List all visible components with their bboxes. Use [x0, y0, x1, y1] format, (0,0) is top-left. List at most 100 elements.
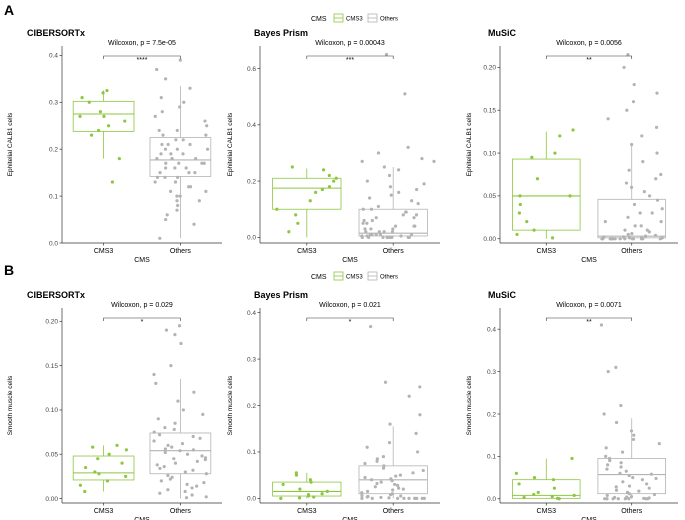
data-point: [369, 227, 373, 231]
data-point: [178, 58, 182, 62]
data-point: [166, 473, 170, 478]
y-tick-label: 0.15: [45, 363, 58, 370]
data-point: [195, 459, 199, 463]
data-point: [368, 196, 372, 200]
data-point: [203, 119, 207, 123]
data-point: [155, 463, 159, 467]
data-point: [177, 161, 181, 165]
data-point: [391, 488, 395, 492]
data-point: [399, 234, 403, 238]
data-point: [296, 221, 300, 225]
data-point: [631, 475, 635, 480]
y-axis-label: Smooth muscle cells: [466, 375, 473, 435]
data-point: [387, 441, 392, 445]
y-axis-label: Smooth muscle cells: [7, 375, 14, 435]
data-point: [123, 119, 127, 123]
data-point: [532, 228, 536, 232]
data-point: [158, 171, 162, 175]
data-point: [404, 210, 408, 214]
data-point: [78, 483, 82, 487]
data-point: [416, 450, 420, 454]
data-point: [522, 495, 526, 500]
data-point: [632, 202, 637, 207]
data-point: [97, 472, 101, 476]
data-point: [396, 168, 401, 172]
legend-label-cms3: CMS3: [346, 275, 363, 281]
data-point: [654, 476, 658, 481]
panel-letter-b: B: [4, 262, 14, 278]
y-tick-label: 0.10: [483, 150, 496, 157]
data-point: [618, 471, 622, 475]
data-point: [633, 224, 637, 228]
y-tick-label: 0.2: [247, 403, 256, 410]
data-point: [188, 86, 192, 90]
box-others: [597, 418, 666, 499]
data-point: [192, 222, 196, 226]
data-point: [613, 237, 617, 241]
data-point: [570, 456, 574, 461]
data-point: [163, 175, 167, 179]
data-point: [401, 213, 405, 217]
data-point: [637, 489, 641, 493]
data-point: [603, 219, 607, 224]
x-tick-label: Others: [170, 508, 192, 515]
data-point: [627, 484, 632, 488]
data-point: [124, 474, 128, 479]
data-point: [193, 171, 197, 175]
y-tick-label: 0.3: [49, 100, 58, 107]
data-point: [309, 480, 313, 484]
data-point: [157, 433, 162, 437]
y-tick-label: 0.0: [487, 496, 496, 503]
legend-title: CMS: [311, 274, 327, 281]
data-point: [379, 480, 383, 484]
data-point: [182, 100, 186, 104]
data-point: [616, 497, 620, 501]
data-point: [632, 82, 636, 87]
data-point: [178, 194, 182, 198]
data-point: [294, 213, 298, 217]
x-axis-label: CMS: [581, 257, 597, 264]
data-point: [658, 237, 662, 241]
data-point: [205, 124, 209, 128]
wilcoxon-label: Wilcoxon, p = 0.029: [111, 302, 173, 309]
data-point: [390, 479, 394, 483]
data-point: [625, 108, 629, 112]
x-tick-label: Others: [383, 508, 405, 515]
significance-bracket: [545, 55, 633, 59]
data-point: [397, 486, 401, 490]
data-point: [170, 156, 174, 161]
data-point: [374, 232, 378, 237]
box-iqr: [149, 137, 212, 177]
data-point: [201, 412, 205, 416]
data-point: [185, 482, 189, 486]
x-tick-label: Others: [383, 248, 405, 255]
data-point: [638, 211, 642, 215]
data-point: [604, 454, 608, 458]
data-point: [602, 412, 606, 416]
data-point: [411, 471, 415, 475]
data-point: [170, 445, 174, 449]
box-cms3: [272, 472, 342, 499]
y-tick-label: 0.2: [247, 178, 256, 185]
data-point: [363, 475, 367, 480]
data-point: [388, 493, 393, 497]
data-point: [360, 235, 364, 239]
significance-bracket: [306, 55, 394, 59]
data-point: [647, 486, 651, 490]
data-point: [173, 421, 177, 425]
data-point: [275, 207, 279, 211]
data-point: [632, 433, 636, 437]
significance-stars: *: [141, 319, 144, 326]
data-point: [398, 473, 402, 477]
data-point: [572, 493, 576, 497]
significance-bracket: [103, 55, 181, 59]
y-tick-label: 0.3: [487, 369, 496, 376]
data-point: [606, 117, 610, 121]
box-iqr: [272, 481, 342, 497]
data-point: [550, 495, 554, 499]
data-point: [80, 95, 84, 100]
box-cms3: [512, 131, 581, 239]
data-point: [383, 380, 388, 384]
data-point: [604, 446, 608, 450]
data-point: [175, 199, 179, 203]
